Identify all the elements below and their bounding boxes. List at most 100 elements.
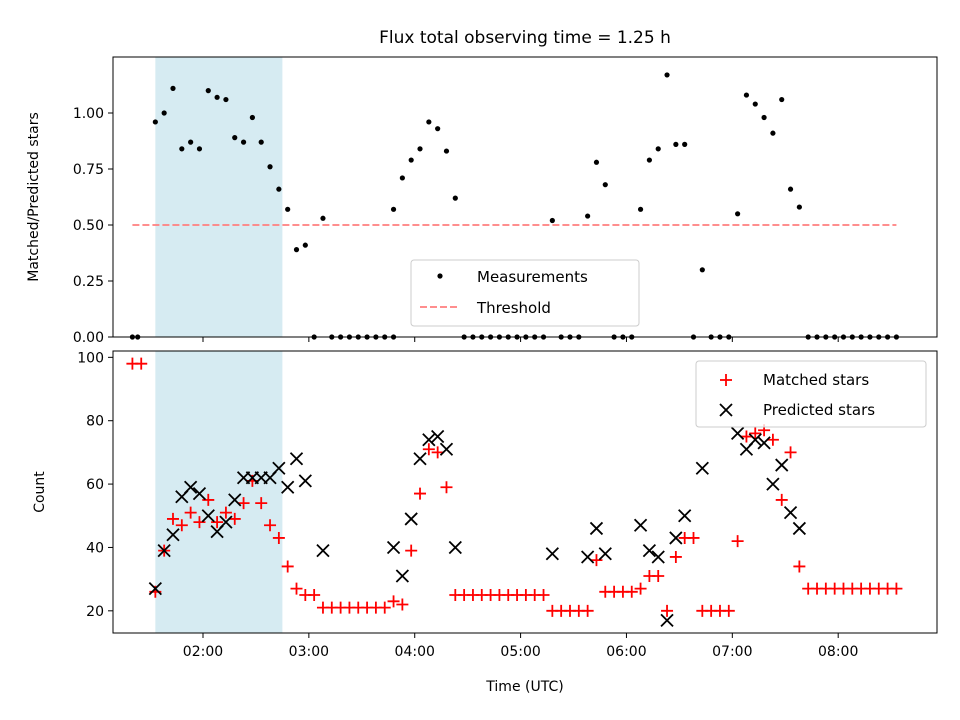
matched-star-point [281, 560, 294, 573]
top-y-axis-label: Matched/Predicted stars [26, 112, 42, 282]
measurement-point [196, 146, 203, 152]
measurement-point [443, 148, 450, 154]
top-panel: 0.00 0.25 0.50 0.75 1.00 Flux total observin… [26, 28, 938, 346]
matched-star-point [890, 582, 903, 595]
measurement-point [585, 213, 591, 219]
predicted-star-point [669, 531, 683, 545]
predicted-star-point [148, 582, 162, 596]
measurement-point [426, 119, 432, 125]
matched-star-point [175, 519, 188, 532]
matched-star-point [308, 588, 321, 601]
matched-star-point [661, 604, 674, 617]
measurement-point [549, 217, 555, 224]
matched-star-point [237, 497, 250, 510]
measurement-point [673, 141, 679, 147]
matched-star-point [722, 604, 735, 617]
predicted-star-point [448, 540, 462, 555]
matched-star-point [184, 506, 197, 519]
predicted-star-point [545, 547, 559, 561]
predicted-star-point [695, 461, 709, 475]
predicted-star-point [642, 543, 657, 558]
predicted-star-point [651, 550, 665, 564]
matched-star-point [414, 487, 427, 500]
matched-star-point [625, 585, 638, 598]
predicted-star-point [289, 452, 304, 466]
measurement-point [646, 157, 652, 163]
legend-marker-matched-stars [720, 374, 732, 386]
bottom-y-tick-label: 80 [86, 414, 104, 430]
matched-star-point [422, 443, 435, 456]
bottom-plot-frame [112, 350, 938, 634]
measurement-point [223, 96, 229, 103]
measurement-point [787, 186, 794, 192]
matched-star-point [669, 550, 682, 563]
measurement-point [682, 141, 688, 147]
legend-label-threshold: Threshold [476, 299, 551, 317]
predicted-star-point [157, 543, 171, 558]
bottom-y-tick-label: 60 [86, 477, 104, 493]
bottom-y-axis-label: Count [32, 471, 48, 513]
legend-label-measurements: Measurements [477, 268, 588, 286]
predicted-star-point [757, 436, 771, 450]
matched-star-point [581, 604, 594, 617]
predicted-star-point [766, 477, 780, 491]
matched-star-point [652, 569, 665, 582]
predicted-star-point [792, 521, 807, 536]
bottom-y-tick-label: 100 [77, 350, 104, 366]
predicted-star-point [660, 613, 674, 627]
measurement-point [796, 204, 802, 210]
matched-star-point [378, 601, 391, 614]
x-tick-label: 07:00 [712, 644, 752, 660]
bottom-panel: 20 40 60 80 100 02:00 03:00 04:00 05:00 06:00 07:… [32, 350, 938, 695]
matched-star-point [396, 598, 409, 611]
matched-star-point [135, 357, 148, 370]
top-y-tick-label: 1.00 [73, 106, 104, 122]
predicted-star-point [201, 509, 215, 523]
bottom-legend-box [695, 360, 927, 428]
matched-star-point [255, 497, 268, 510]
x-tick-label: 03:00 [289, 644, 329, 660]
predicted-star-point [316, 543, 330, 558]
measurement-point [276, 186, 282, 192]
measurement-point [267, 164, 273, 170]
measurement-point [152, 119, 158, 125]
predicted-star-point [281, 480, 295, 494]
x-tick-label: 02:00 [183, 644, 223, 660]
predicted-star-point [386, 540, 401, 555]
top-y-tick-label: 0.75 [73, 162, 104, 178]
measurement-point [664, 72, 670, 78]
measurement-point [240, 139, 247, 145]
measurement-point [293, 247, 300, 253]
measurement-point [249, 114, 255, 121]
predicted-star-point [228, 493, 242, 507]
matched-star-point [634, 582, 647, 595]
measurement-point [408, 157, 414, 163]
predicted-star-point [598, 547, 612, 561]
matched-star-point [775, 493, 788, 506]
predicted-star-point [589, 521, 604, 536]
predicted-star-point [272, 461, 286, 475]
x-axis-label: Time (UTC) [485, 679, 563, 695]
predicted-star-point [219, 515, 233, 529]
measurement-point [258, 139, 264, 145]
x-tick-label: 04:00 [395, 644, 435, 660]
predicted-star-point [775, 458, 789, 472]
predicted-star-point [166, 528, 180, 542]
measurement-point [205, 88, 211, 94]
matched-star-point [387, 595, 400, 608]
measurement-point [735, 211, 741, 217]
predicted-star-point [404, 512, 418, 526]
bottom-y-tick-label: 40 [86, 540, 104, 556]
measurement-point [761, 114, 767, 121]
matched-star-point [793, 560, 806, 573]
predicted-star-point [183, 480, 198, 494]
measurement-point [699, 267, 705, 273]
predicted-star-point [748, 433, 762, 447]
x-tick-label: 08:00 [818, 644, 858, 660]
measurement-point [214, 94, 220, 100]
predicted-star-point [422, 433, 436, 447]
measurement-point [655, 146, 661, 152]
measurement-point [779, 96, 785, 103]
predicted-star-point [192, 486, 207, 501]
